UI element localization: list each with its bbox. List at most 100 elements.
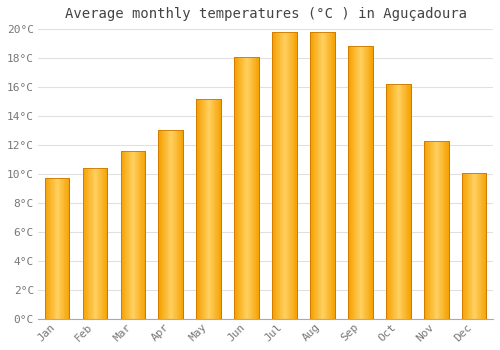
Bar <box>169 131 170 319</box>
Bar <box>389 84 390 319</box>
Bar <box>278 32 279 319</box>
Bar <box>371 47 372 319</box>
Bar <box>47 178 48 319</box>
Bar <box>328 32 329 319</box>
Bar <box>330 32 332 319</box>
Bar <box>325 32 326 319</box>
Bar <box>326 32 328 319</box>
Bar <box>44 178 46 319</box>
Bar <box>249 57 250 319</box>
Bar <box>471 173 472 319</box>
Bar <box>120 151 122 319</box>
Bar <box>200 99 202 319</box>
Bar <box>165 131 166 319</box>
Bar <box>213 99 214 319</box>
Bar <box>63 178 64 319</box>
Bar <box>348 47 349 319</box>
Bar <box>280 32 281 319</box>
Bar <box>120 151 145 319</box>
Bar <box>357 47 358 319</box>
Bar <box>196 99 221 319</box>
Bar <box>315 32 316 319</box>
Bar <box>468 173 469 319</box>
Bar <box>284 32 286 319</box>
Bar <box>402 84 403 319</box>
Bar <box>175 131 176 319</box>
Bar <box>166 131 168 319</box>
Bar <box>202 99 203 319</box>
Bar <box>353 47 354 319</box>
Bar <box>441 141 442 319</box>
Bar <box>82 168 84 319</box>
Bar <box>429 141 430 319</box>
Bar <box>99 168 100 319</box>
Bar <box>66 178 67 319</box>
Bar <box>279 32 280 319</box>
Bar <box>105 168 106 319</box>
Bar <box>49 178 50 319</box>
Bar <box>106 168 108 319</box>
Bar <box>168 131 169 319</box>
Bar <box>239 57 240 319</box>
Bar <box>277 32 278 319</box>
Bar <box>96 168 98 319</box>
Bar <box>478 173 479 319</box>
Bar <box>50 178 51 319</box>
Bar <box>138 151 140 319</box>
Bar <box>440 141 441 319</box>
Bar <box>424 141 448 319</box>
Bar <box>127 151 128 319</box>
Bar <box>333 32 334 319</box>
Bar <box>424 141 448 319</box>
Bar <box>272 32 297 319</box>
Bar <box>432 141 433 319</box>
Bar <box>310 32 335 319</box>
Bar <box>296 32 297 319</box>
Bar <box>446 141 447 319</box>
Bar <box>68 178 70 319</box>
Bar <box>244 57 245 319</box>
Bar <box>475 173 476 319</box>
Bar <box>358 47 360 319</box>
Bar <box>197 99 198 319</box>
Bar <box>203 99 204 319</box>
Bar <box>399 84 400 319</box>
Bar <box>324 32 325 319</box>
Bar <box>82 168 108 319</box>
Bar <box>250 57 252 319</box>
Bar <box>470 173 471 319</box>
Bar <box>434 141 436 319</box>
Bar <box>58 178 59 319</box>
Bar <box>445 141 446 319</box>
Bar <box>272 32 297 319</box>
Bar <box>479 173 480 319</box>
Bar <box>64 178 66 319</box>
Bar <box>387 84 388 319</box>
Bar <box>103 168 104 319</box>
Bar <box>406 84 408 319</box>
Bar <box>234 57 259 319</box>
Bar <box>198 99 199 319</box>
Bar <box>54 178 56 319</box>
Bar <box>276 32 277 319</box>
Bar <box>86 168 87 319</box>
Bar <box>466 173 468 319</box>
Bar <box>217 99 218 319</box>
Bar <box>483 173 484 319</box>
Bar <box>386 84 410 319</box>
Bar <box>474 173 475 319</box>
Bar <box>256 57 258 319</box>
Bar <box>67 178 68 319</box>
Bar <box>176 131 178 319</box>
Bar <box>462 173 464 319</box>
Bar <box>316 32 318 319</box>
Bar <box>433 141 434 319</box>
Bar <box>404 84 405 319</box>
Bar <box>196 99 197 319</box>
Bar <box>235 57 236 319</box>
Bar <box>129 151 130 319</box>
Bar <box>311 32 312 319</box>
Bar <box>170 131 171 319</box>
Bar <box>161 131 162 319</box>
Bar <box>206 99 207 319</box>
